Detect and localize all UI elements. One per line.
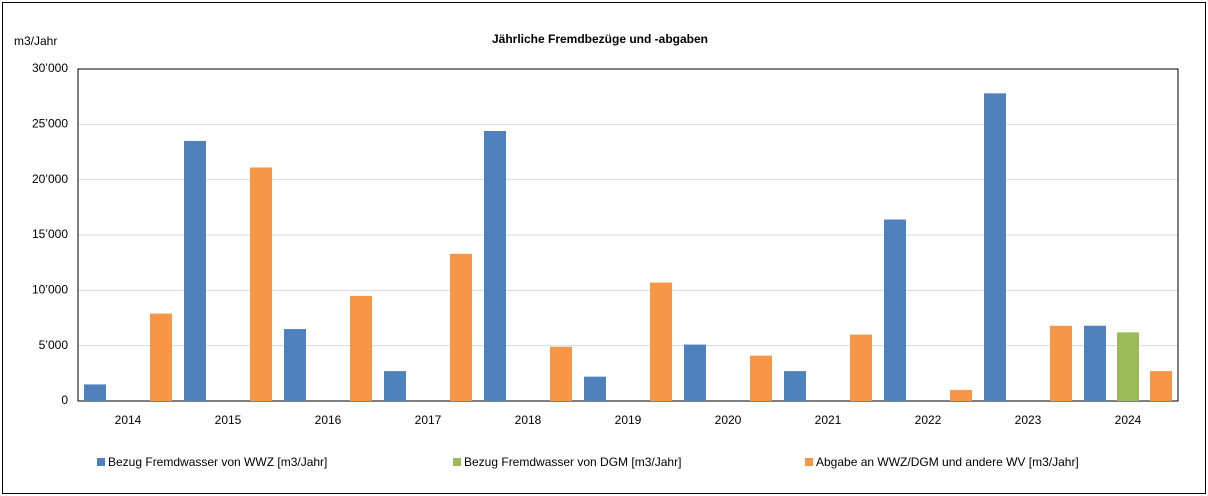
bar: [150, 313, 172, 401]
bar: [784, 371, 806, 401]
bar: [1150, 371, 1172, 401]
bar: [250, 167, 272, 401]
bar: [584, 376, 606, 401]
bar: [850, 334, 872, 401]
bar: [550, 346, 572, 401]
y-tick-label: 15’000: [32, 227, 68, 241]
legend-swatch: [805, 458, 813, 466]
y-tick-label: 0: [61, 393, 68, 407]
bar: [450, 253, 472, 401]
chart-title: Jährliche Fremdbezüge und -abgaben: [492, 32, 708, 46]
bar: [484, 130, 506, 401]
x-tick-label: 2020: [715, 413, 742, 427]
legend-swatch: [97, 458, 105, 466]
x-tick-label: 2014: [115, 413, 142, 427]
bar: [1117, 332, 1139, 401]
x-tick-label: 2015: [215, 413, 242, 427]
y-tick-label: 10’000: [32, 283, 68, 297]
y-tick-label: 20’000: [32, 172, 68, 186]
bar: [1050, 325, 1072, 401]
bar: [84, 384, 106, 401]
bar: [884, 219, 906, 401]
y-tick-label: 30’000: [32, 61, 68, 75]
bar: [650, 282, 672, 401]
y-tick-label: 25’000: [32, 117, 68, 131]
bar: [184, 140, 206, 401]
x-tick-label: 2022: [915, 413, 942, 427]
bar: [384, 371, 406, 401]
bar: [984, 93, 1006, 401]
legend-swatch: [453, 458, 461, 466]
bar: [684, 344, 706, 401]
x-tick-label: 2023: [1015, 413, 1042, 427]
x-tick-label: 2016: [315, 413, 342, 427]
x-tick-label: 2019: [615, 413, 642, 427]
bar: [750, 355, 772, 401]
bar: [950, 389, 972, 401]
x-tick-label: 2018: [515, 413, 542, 427]
legend-label: Bezug Fremdwasser von DGM [m3/Jahr]: [464, 455, 681, 469]
bar: [1084, 325, 1106, 401]
bar: [284, 329, 306, 401]
legend-label: Bezug Fremdwasser von WWZ [m3/Jahr]: [108, 455, 327, 469]
plot-border: [77, 68, 1179, 402]
x-tick-label: 2017: [415, 413, 442, 427]
y-axis-label: m3/Jahr: [14, 34, 57, 48]
x-tick-label: 2021: [815, 413, 842, 427]
bar: [350, 295, 372, 401]
x-tick-label: 2024: [1115, 413, 1142, 427]
legend-label: Abgabe an WWZ/DGM und andere WV [m3/Jahr…: [816, 455, 1079, 469]
y-tick-label: 5’000: [39, 338, 69, 352]
